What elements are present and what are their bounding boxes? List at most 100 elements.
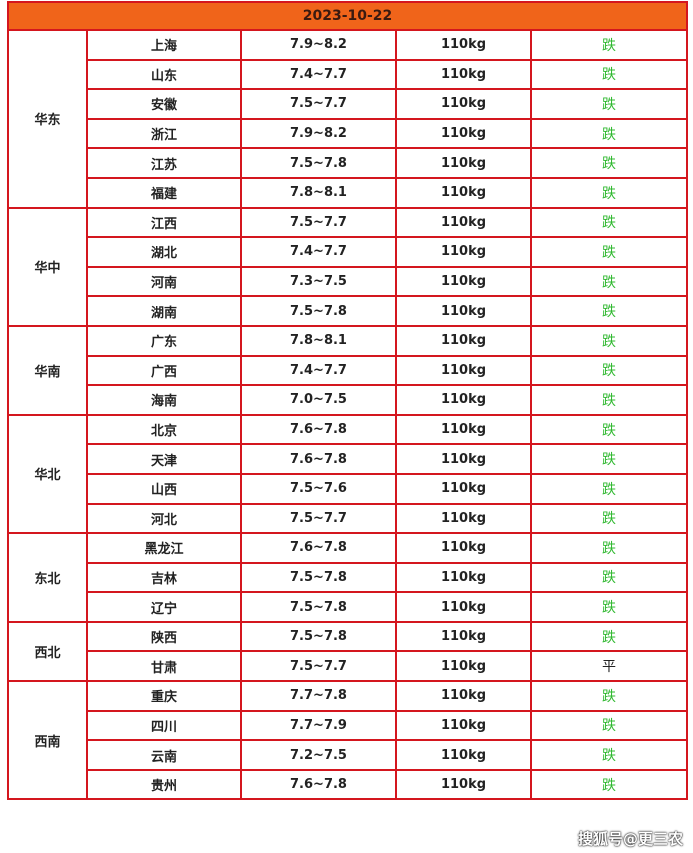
province-cell: 江西 <box>86 206 242 239</box>
table-row: 福建 7.8~8.1 110kg 跌 <box>8 176 689 209</box>
table-row: 西北 陕西 7.5~7.8 110kg 跌 <box>7 620 689 683</box>
province-cell: 四川 <box>86 709 242 742</box>
table-row: 华南 广东 7.8~8.1 110kg 跌 <box>7 324 689 416</box>
weight-cell: 110kg <box>395 443 532 475</box>
price-cell: 7.5~7.7 <box>240 88 397 120</box>
province-cell: 安徽 <box>86 88 242 120</box>
price-cell: 7.2~7.5 <box>240 739 397 771</box>
weight-cell: 110kg <box>395 768 532 801</box>
region-cell: 华北 <box>7 413 88 535</box>
trend-cell: 跌 <box>529 502 689 535</box>
trend-cell: 跌 <box>529 295 689 327</box>
price-cell: 7.6~7.8 <box>240 768 397 801</box>
trend-cell: 跌 <box>529 472 689 505</box>
province-cell: 广东 <box>86 324 242 357</box>
province-cell: 辽宁 <box>86 591 242 623</box>
province-cell: 云南 <box>86 739 242 771</box>
table-row: 吉林 7.5~7.8 110kg 跌 <box>8 561 689 594</box>
price-cell: 7.9~8.2 <box>240 29 397 61</box>
province-cell: 北京 <box>86 413 242 446</box>
trend-cell: 跌 <box>529 709 689 742</box>
province-cell: 广西 <box>86 354 242 387</box>
price-table: 2023-10-22 华东 上海 7.9~8.2 110kg 跌山东 7.4~7.7 110… <box>6 1 689 801</box>
weight-cell: 110kg <box>395 709 532 742</box>
trend-cell: 跌 <box>529 413 689 446</box>
price-cell: 7.6~7.8 <box>240 443 397 475</box>
province-cell: 上海 <box>86 29 242 61</box>
trend-cell: 跌 <box>529 354 689 387</box>
province-cell: 湖北 <box>86 236 242 268</box>
trend-cell: 跌 <box>529 443 689 475</box>
trend-cell: 跌 <box>529 236 689 268</box>
province-cell: 河北 <box>86 502 242 535</box>
province-cell: 陕西 <box>86 620 242 653</box>
trend-cell: 平 <box>529 650 689 683</box>
weight-cell: 110kg <box>395 561 532 594</box>
price-cell: 7.5~7.8 <box>240 295 397 327</box>
table-row: 广西 7.4~7.7 110kg 跌 <box>8 354 689 387</box>
price-cell: 7.8~8.1 <box>240 176 397 209</box>
trend-cell: 跌 <box>529 88 689 120</box>
table-row: 云南 7.2~7.5 110kg 跌 <box>8 739 689 771</box>
price-cell: 7.8~8.1 <box>240 324 397 357</box>
watermark: 搜狐号@更三农 <box>577 830 683 848</box>
table-body: 华东 上海 7.9~8.2 110kg 跌山东 7.4~7.7 110kg 跌安徽 7.5~7.… <box>7 29 689 801</box>
weight-cell: 110kg <box>395 117 532 150</box>
table-row: 河北 7.5~7.7 110kg 跌 <box>8 502 689 535</box>
weight-cell: 110kg <box>395 29 532 61</box>
trend-cell: 跌 <box>529 384 689 416</box>
province-cell: 河南 <box>86 265 242 298</box>
trend-cell: 跌 <box>529 117 689 150</box>
weight-cell: 110kg <box>395 472 532 505</box>
price-cell: 7.9~8.2 <box>240 117 397 150</box>
weight-cell: 110kg <box>395 324 532 357</box>
price-cell: 7.5~7.6 <box>240 472 397 505</box>
region-cell: 西北 <box>7 620 88 683</box>
province-cell: 海南 <box>86 384 242 416</box>
weight-cell: 110kg <box>395 680 532 712</box>
province-cell: 甘肃 <box>86 650 242 683</box>
price-cell: 7.5~7.8 <box>240 147 397 179</box>
trend-cell: 跌 <box>529 324 689 357</box>
weight-cell: 110kg <box>395 591 532 623</box>
province-cell: 天津 <box>86 443 242 475</box>
table-row: 山东 7.4~7.7 110kg 跌 <box>8 58 689 91</box>
weight-cell: 110kg <box>395 58 532 91</box>
weight-cell: 110kg <box>395 236 532 268</box>
region-cell: 东北 <box>7 532 88 623</box>
trend-cell: 跌 <box>529 561 689 594</box>
price-cell: 7.7~7.9 <box>240 709 397 742</box>
trend-cell: 跌 <box>529 680 689 712</box>
date-header: 2023-10-22 <box>6 1 689 31</box>
price-cell: 7.0~7.5 <box>240 384 397 416</box>
table-row: 天津 7.6~7.8 110kg 跌 <box>8 443 689 475</box>
province-cell: 山西 <box>86 472 242 505</box>
table-row: 安徽 7.5~7.7 110kg 跌 <box>8 88 689 120</box>
table-row: 贵州 7.6~7.8 110kg 跌 <box>8 768 689 801</box>
price-cell: 7.5~7.8 <box>240 620 397 653</box>
table-row: 西南 重庆 7.7~7.8 110kg 跌 <box>7 680 689 801</box>
table-row: 浙江 7.9~8.2 110kg 跌 <box>8 117 689 150</box>
table-row: 华北 北京 7.6~7.8 110kg 跌 <box>7 413 689 535</box>
weight-cell: 110kg <box>395 176 532 209</box>
price-cell: 7.4~7.7 <box>240 58 397 91</box>
province-cell: 重庆 <box>86 680 242 712</box>
province-cell: 湖南 <box>86 295 242 327</box>
weight-cell: 110kg <box>395 502 532 535</box>
price-cell: 7.6~7.8 <box>240 413 397 446</box>
trend-cell: 跌 <box>529 58 689 91</box>
trend-cell: 跌 <box>529 620 689 653</box>
table-row: 甘肃 7.5~7.7 110kg 平 <box>8 650 689 683</box>
weight-cell: 110kg <box>395 532 532 564</box>
weight-cell: 110kg <box>395 413 532 446</box>
table-row: 海南 7.0~7.5 110kg 跌 <box>8 384 689 416</box>
trend-cell: 跌 <box>529 29 689 61</box>
price-cell: 7.4~7.7 <box>240 354 397 387</box>
trend-cell: 跌 <box>529 739 689 771</box>
price-cell: 7.5~7.7 <box>240 206 397 239</box>
price-cell: 7.3~7.5 <box>240 265 397 298</box>
weight-cell: 110kg <box>395 739 532 771</box>
table-row: 河南 7.3~7.5 110kg 跌 <box>8 265 689 298</box>
region-cell: 西南 <box>7 680 88 801</box>
region-cell: 华东 <box>7 29 88 209</box>
